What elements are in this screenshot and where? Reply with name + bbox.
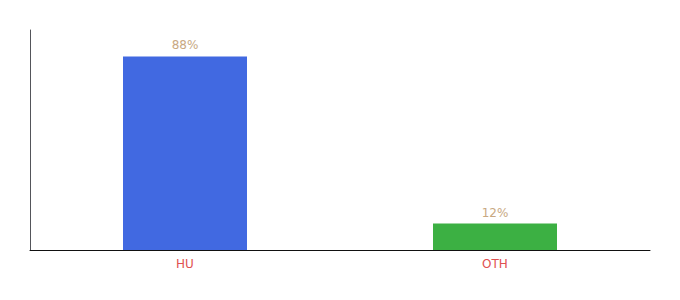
svg-text:88%: 88% [172,38,199,52]
svg-text:12%: 12% [482,206,509,220]
svg-text:OTH: OTH [482,257,508,271]
svg-text:HU: HU [176,257,194,271]
